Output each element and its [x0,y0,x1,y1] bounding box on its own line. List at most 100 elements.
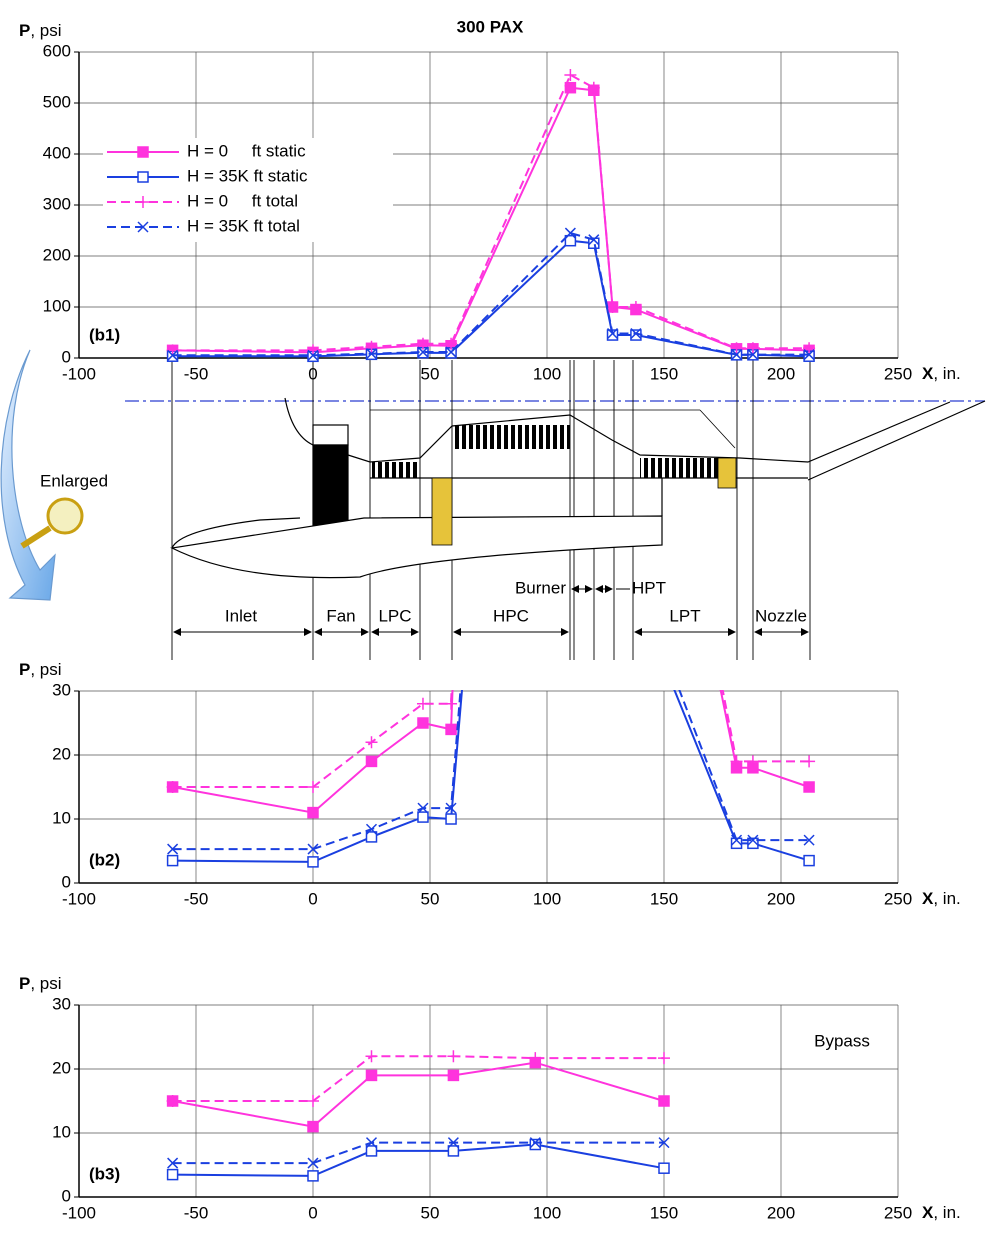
y-tick-label: 200 [43,245,71,264]
marker-square [166,854,179,867]
y-tick-label: 600 [43,41,71,60]
series-line [172,231,810,357]
marker [630,327,642,340]
marker [564,227,576,239]
x-tick-label: 250 [884,364,912,383]
fan-case [312,424,349,446]
y-tick-label: 0 [62,1186,71,1205]
marker [307,843,319,855]
marker-square [417,811,429,823]
enlarged-label: Enlarged [40,471,108,490]
marker [447,1069,460,1082]
legend-label: H = 35K ft static [187,166,308,185]
marker-square [307,1170,319,1182]
marker [746,755,759,768]
marker-plus [166,1095,179,1107]
marker-cross [630,327,642,340]
x-tick-label: 200 [767,889,795,908]
marker-plus [803,755,816,768]
marker [307,1120,319,1133]
marker [307,1157,319,1169]
x-axis-unit: , in. [933,364,960,383]
component-label: HPT [632,578,666,597]
marker-square [445,723,457,736]
x-axis-unit: , in. [933,1203,960,1222]
x-tick-label: 200 [767,364,795,383]
marker [365,1050,378,1063]
marker [445,337,458,350]
marker-cross [803,349,815,361]
marker [803,755,816,768]
x-tick-label: -50 [184,364,209,383]
panel-tag: (b1) [89,325,120,344]
marker-cross [365,823,378,835]
x-axis-label: X, in. [922,889,961,908]
marker [416,337,429,350]
marker-cross [747,834,759,846]
x-tick-label: -50 [184,1203,209,1222]
chart: -100 -50 0 50 100 150 200 250 0 100 200 300 400 500 60… [19,17,961,383]
component-label: LPC [378,606,411,625]
marker [307,806,319,819]
x-tick-label: 150 [650,889,678,908]
y-tick-label: 30 [52,680,71,699]
marker-cross [564,227,576,239]
marker [564,68,577,81]
x-axis-symbol: X [922,1203,934,1222]
plot-area [166,1050,670,1182]
marker [365,831,378,843]
marker [445,813,457,825]
legend: H = 0 ft static H = 35K ft static H = 0 ft… [103,138,393,242]
marker-cross [588,234,600,246]
marker-cross [606,327,619,340]
x-tick-label: 200 [767,1203,795,1222]
marker [658,1052,670,1065]
marker-square [445,813,457,825]
series-line [172,1141,664,1165]
legend-label: H = 0 ft static [187,141,306,160]
marker-square [307,856,319,868]
marker [747,834,759,846]
x-tick-label: 150 [650,364,678,383]
marker-cross [417,802,429,814]
marker-cross [365,1137,378,1149]
marker-plus [416,697,429,710]
marker [529,1052,542,1065]
marker [608,571,618,581]
marker-cross [447,1137,459,1149]
marker [803,349,815,361]
magnifier-handle [20,525,52,549]
marker-plus [307,1095,319,1107]
marker [137,171,149,183]
component-label: HPC [493,606,529,625]
x-tick-label: 0 [308,1203,317,1222]
component-label: Nozzle [755,606,807,625]
marker [747,837,759,850]
marker [608,590,618,600]
x-tick-label: 50 [421,1203,440,1222]
marker-square [529,1138,542,1151]
marker-plus [365,1050,378,1063]
marker-cross [731,834,743,846]
marker [803,342,816,355]
marker [166,1095,179,1107]
marker-cross [731,349,743,361]
y-axis-unit: , psi [30,974,61,993]
x-tick-label: 100 [533,1203,561,1222]
marker-cross [307,843,319,855]
marker-square [447,1069,460,1082]
x-axis-label: X, in. [922,364,961,383]
marker-plus [445,337,458,350]
x-tick-label: -50 [184,889,209,908]
chart-title: 300 PAX [457,17,524,36]
marker-cross [445,802,457,814]
magnifier [46,497,84,535]
marker [307,1095,319,1107]
series-line [172,1061,665,1128]
annotation: Bypass [814,1031,870,1050]
marker-plus [166,781,179,793]
marker [167,349,179,361]
marker [307,856,319,868]
